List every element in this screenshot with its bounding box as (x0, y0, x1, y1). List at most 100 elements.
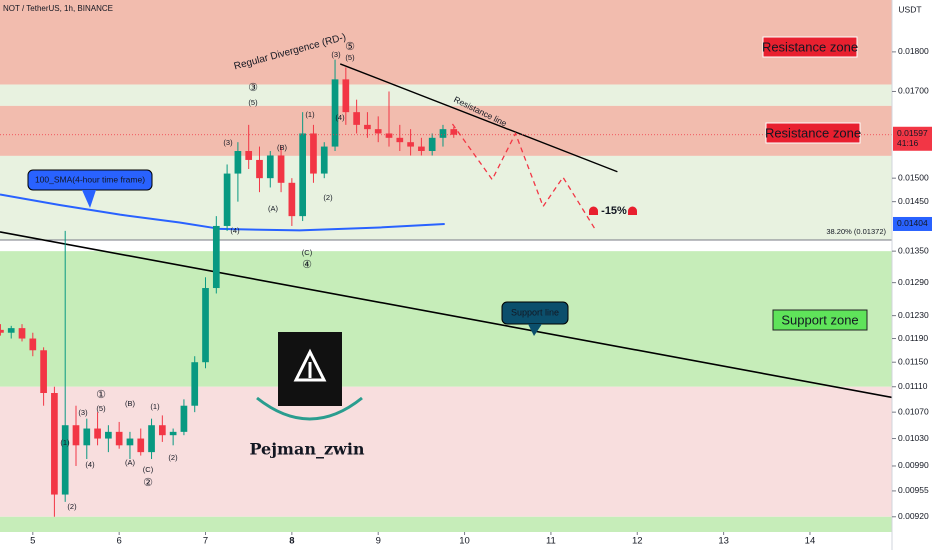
x-tick-label: 5 (30, 536, 35, 547)
projection-label: -15% (601, 205, 627, 217)
wave-label: ⑤ (345, 41, 355, 53)
wave-label: (3) (78, 408, 88, 417)
zone (0, 155, 892, 240)
x-tick-label: 11 (546, 536, 556, 547)
candle-body (364, 124, 371, 130)
candle-body (428, 137, 436, 152)
alarm-icon (589, 206, 598, 215)
logo-smile (256, 396, 363, 421)
candle-body (450, 129, 458, 135)
wave-label: (B) (277, 143, 288, 152)
wave-label: (5) (345, 53, 355, 62)
candle-body (51, 393, 58, 495)
zone (0, 516, 892, 532)
candle-body (18, 328, 26, 339)
y-tick-label: 0.00920 (898, 511, 929, 521)
logo-mark (293, 348, 327, 382)
wave-label: (5) (248, 98, 258, 107)
x-tick-label: 14 (805, 536, 816, 547)
candle-body (266, 155, 274, 179)
y-tick-label: 0.01230 (898, 310, 929, 320)
sma-label: 100_SMA(4-hour time frame) (35, 174, 145, 184)
y-tick-label: 0.01700 (898, 86, 929, 96)
wave-label: (4) (335, 113, 345, 122)
wave-label: ① (96, 389, 106, 401)
wave-label: (1) (60, 438, 70, 447)
candle-body (385, 133, 393, 138)
currency: USDT (898, 4, 921, 14)
y-tick-label: 0.01290 (898, 277, 929, 287)
y-tick-label: 0.01190 (898, 333, 928, 343)
candle-body (212, 225, 220, 289)
candle-body (137, 438, 145, 453)
candle-body (83, 428, 91, 446)
wave-label: ③ (248, 82, 258, 94)
zone-label-box (762, 36, 858, 58)
candle-body (256, 159, 263, 179)
x-tick-label: 8 (289, 536, 294, 547)
wave-label: (B) (125, 399, 136, 408)
wave-label: (5) (96, 404, 106, 413)
candle-body (418, 146, 425, 152)
zone-label: Resistance zone (762, 39, 858, 54)
wave-label: (C) (302, 248, 313, 257)
wave-label: (3) (331, 50, 341, 59)
zone-label-box (772, 309, 868, 331)
y-tick-label: 0.01350 (898, 245, 929, 255)
candle-body (72, 425, 80, 446)
countdown: 41:16 (897, 138, 919, 148)
alarm-icon (628, 206, 637, 215)
resistance-line (339, 63, 618, 173)
candle-body (94, 428, 101, 439)
zone-label: Support zone (781, 312, 858, 327)
zone (0, 251, 892, 387)
candle-body (158, 425, 166, 436)
wave-label: (4) (230, 226, 240, 235)
candle-body (223, 173, 231, 226)
candle-body (245, 151, 253, 160)
candle-body (353, 112, 360, 125)
fib-label: 38.20% (0.01372) (826, 227, 886, 236)
sma-price-tag (893, 216, 932, 231)
wave-label: (1) (305, 110, 315, 119)
candle-body (234, 151, 242, 174)
candle-body (342, 79, 350, 113)
y-tick-label: 0.01500 (898, 172, 929, 182)
author: Pejman_zwin (249, 440, 364, 459)
y-tick-label: 0.01800 (898, 46, 929, 56)
support-pointer (528, 324, 542, 336)
y-tick-label: 0.01070 (898, 406, 929, 416)
candle-body (277, 155, 285, 183)
zone (0, 84, 892, 106)
support-line (0, 231, 893, 399)
candle-body (105, 431, 112, 439)
candle-body (288, 182, 296, 217)
candle-body (439, 129, 447, 138)
wave-label: (2) (168, 453, 178, 462)
candle-body (148, 425, 155, 453)
candle-body (331, 79, 339, 147)
wave-label: ④ (302, 259, 312, 271)
candle-body (115, 431, 123, 446)
candle-body (374, 129, 382, 134)
zone-label-box (765, 122, 861, 144)
wave-label: (C) (143, 465, 154, 474)
wave-label: (3) (223, 138, 233, 147)
candle-body (180, 405, 188, 432)
y-tick-label: 0.01150 (898, 356, 928, 366)
plot (0, 59, 893, 517)
candle-body (407, 142, 414, 147)
candle-body (202, 288, 209, 363)
last-price-tag (893, 126, 932, 151)
wave-label: ② (143, 477, 153, 489)
candle-body (61, 425, 69, 495)
zone (0, 239, 892, 252)
candle-body (320, 146, 328, 174)
background: 38.20% (0.01372) (0, 0, 892, 532)
projection-path (451, 123, 596, 230)
wave-label: (1) (150, 402, 160, 411)
zone-label: Resistance zone (765, 125, 861, 140)
x-tick-label: 13 (718, 536, 729, 547)
candle-body (40, 350, 47, 394)
